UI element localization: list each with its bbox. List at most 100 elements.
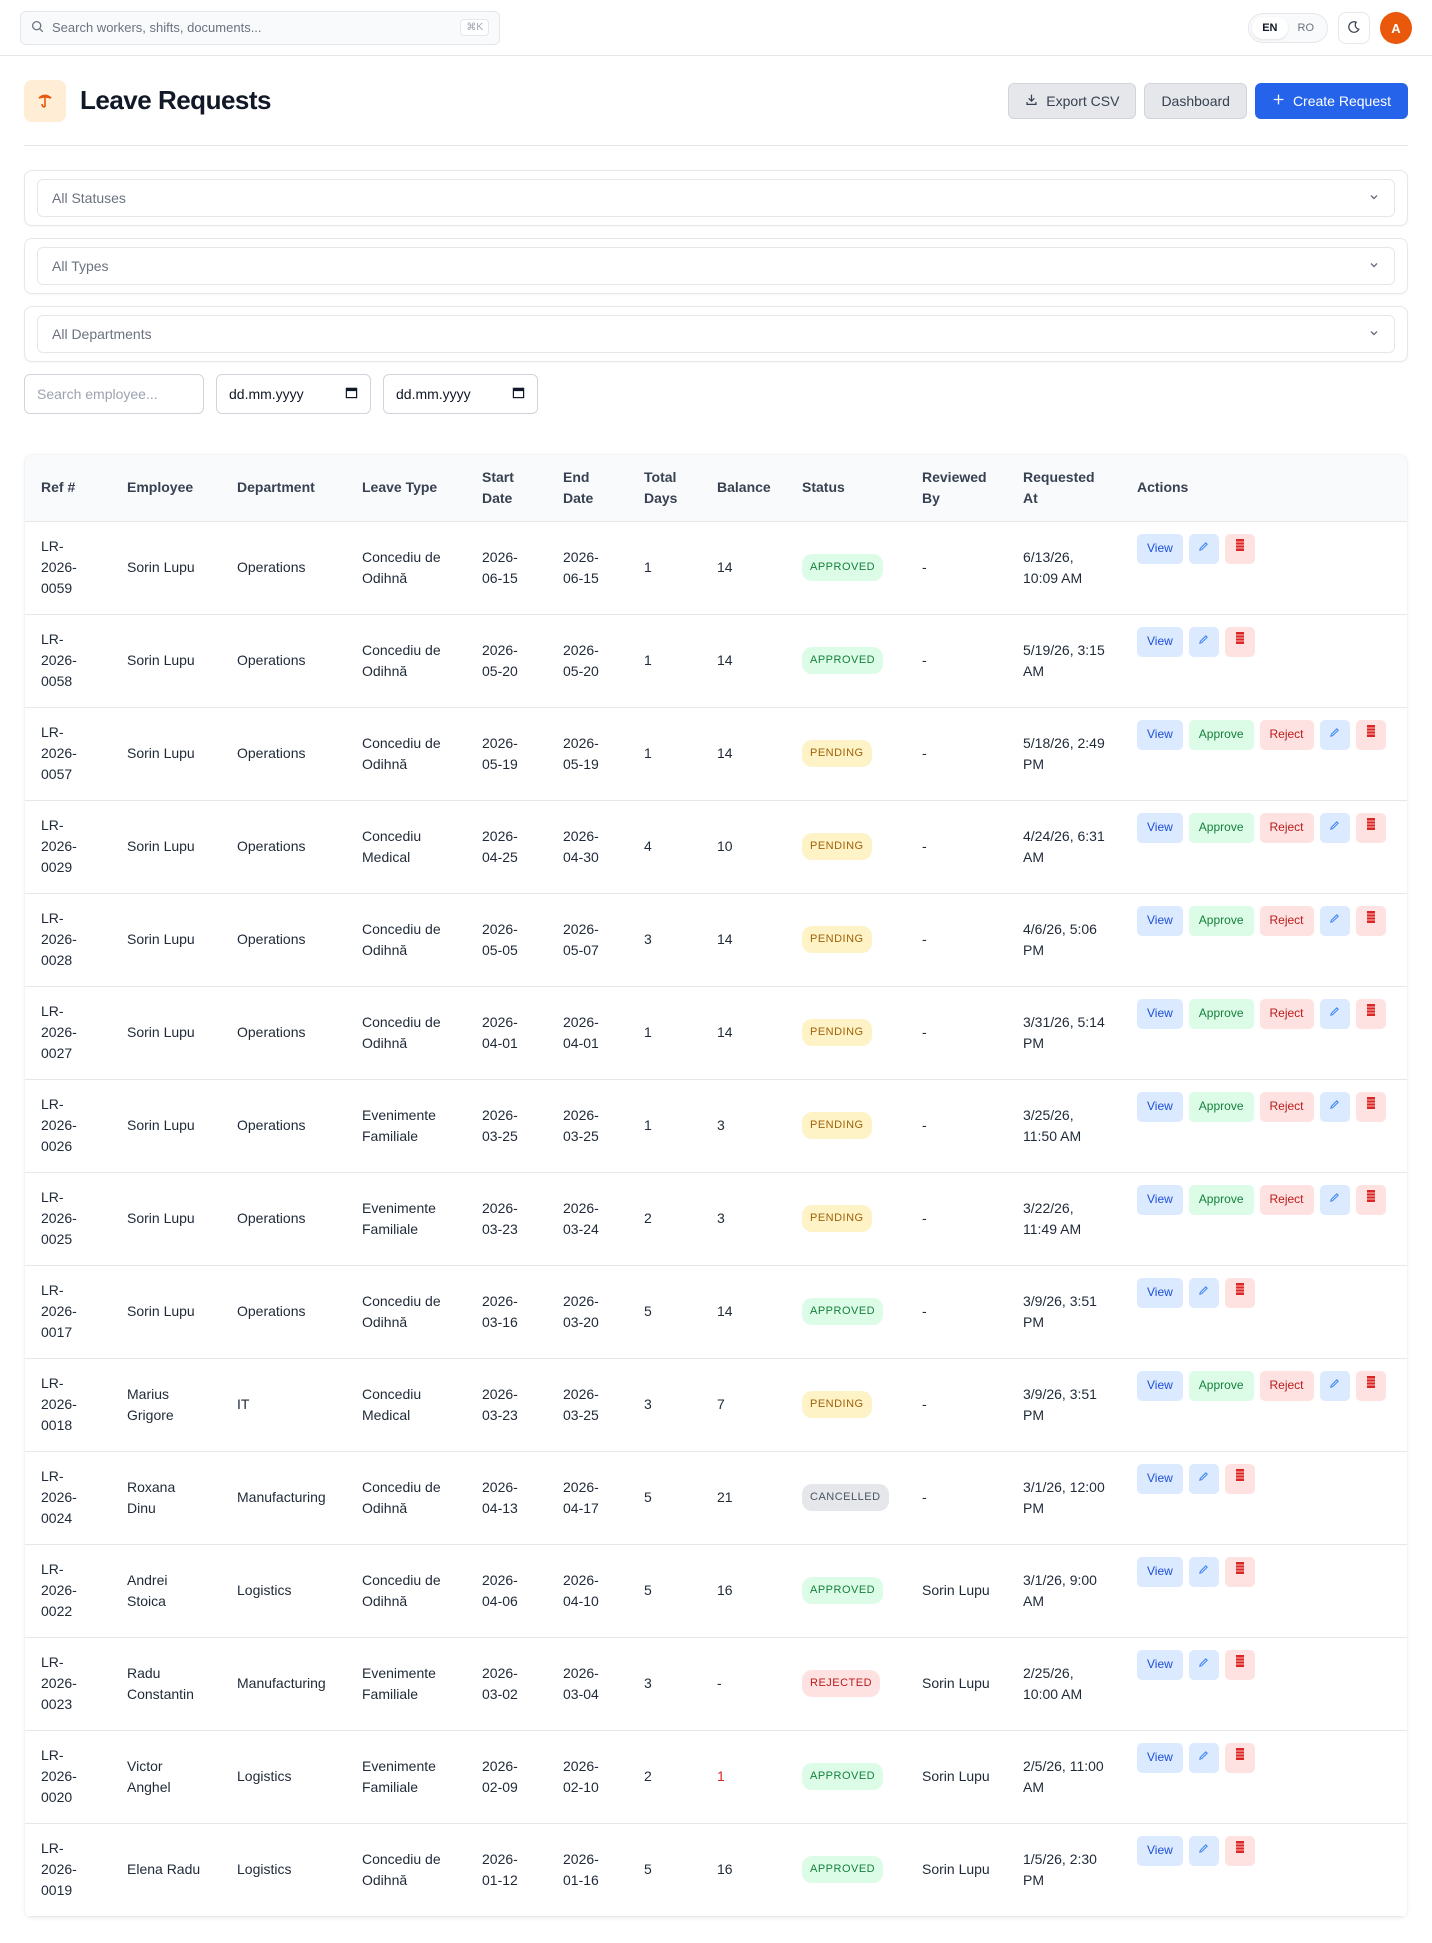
create-request-button[interactable]: Create Request	[1254, 82, 1408, 119]
edit-button[interactable]	[1319, 812, 1350, 843]
table-row[interactable]: LR-2026-0029 Sorin Lupu Operations Concediu…	[25, 800, 1407, 894]
table-row[interactable]: LR-2026-0057 Sorin Lupu Operations Concediu…	[25, 707, 1407, 801]
view-button[interactable]: View	[1137, 1742, 1183, 1773]
theme-toggle-button[interactable]	[1338, 12, 1370, 44]
edit-button[interactable]	[1319, 905, 1350, 936]
table-row[interactable]: LR-2026-0024 Roxana Dinu Manufacturing Conc…	[25, 1451, 1407, 1545]
edit-button[interactable]	[1319, 1091, 1350, 1122]
table-row[interactable]: LR-2026-0019 Elena Radu Logistics Concediu …	[25, 1823, 1407, 1917]
calendar-icon[interactable]	[512, 386, 525, 402]
view-button[interactable]: View	[1137, 719, 1183, 750]
edit-button[interactable]	[1188, 1556, 1219, 1587]
delete-button[interactable]	[1224, 533, 1255, 564]
delete-button[interactable]	[1355, 1184, 1386, 1215]
edit-button[interactable]	[1319, 1370, 1350, 1401]
export-csv-button[interactable]: Export CSV	[1008, 82, 1137, 119]
view-button[interactable]: View	[1137, 1091, 1183, 1122]
reject-button[interactable]: Reject	[1259, 905, 1314, 936]
reject-button[interactable]: Reject	[1259, 719, 1314, 750]
approve-button[interactable]: Approve	[1188, 812, 1254, 843]
table-row[interactable]: LR-2026-0018 Marius Grigore IT Concediu Med…	[25, 1358, 1407, 1452]
edit-button[interactable]	[1188, 626, 1219, 657]
edit-button[interactable]	[1188, 1742, 1219, 1773]
view-button[interactable]: View	[1137, 1556, 1183, 1587]
table-row[interactable]: LR-2026-0025 Sorin Lupu Operations Evenimen…	[25, 1172, 1407, 1266]
view-button[interactable]: View	[1137, 1370, 1183, 1401]
approve-button[interactable]: Approve	[1188, 1184, 1254, 1215]
edit-button[interactable]	[1319, 998, 1350, 1029]
delete-button[interactable]	[1224, 1649, 1255, 1680]
department-filter-card: All Departments	[24, 306, 1408, 362]
delete-button[interactable]	[1355, 719, 1386, 750]
delete-button[interactable]	[1355, 1370, 1386, 1401]
calendar-icon[interactable]	[345, 386, 358, 402]
view-button[interactable]: View	[1137, 1463, 1183, 1494]
edit-button[interactable]	[1319, 1184, 1350, 1215]
view-button[interactable]: View	[1137, 905, 1183, 936]
view-button[interactable]: View	[1137, 1649, 1183, 1680]
view-button[interactable]: View	[1137, 812, 1183, 843]
edit-button[interactable]	[1188, 1649, 1219, 1680]
table-row[interactable]: LR-2026-0022 Andrei Stoica Logistics Conced…	[25, 1544, 1407, 1638]
table-row[interactable]: LR-2026-0028 Sorin Lupu Operations Concediu…	[25, 893, 1407, 987]
reject-button[interactable]: Reject	[1259, 998, 1314, 1029]
status-filter-select[interactable]: All Statuses	[37, 179, 1395, 217]
dashboard-button[interactable]: Dashboard	[1144, 82, 1247, 119]
reject-button[interactable]: Reject	[1259, 1091, 1314, 1122]
reject-button[interactable]: Reject	[1259, 1184, 1314, 1215]
delete-button[interactable]	[1224, 1835, 1255, 1866]
table-row[interactable]: LR-2026-0059 Sorin Lupu Operations Concediu…	[25, 521, 1407, 615]
lang-en-button[interactable]: EN	[1252, 17, 1288, 39]
table-row[interactable]: LR-2026-0058 Sorin Lupu Operations Concediu…	[25, 614, 1407, 708]
lang-ro-button[interactable]: RO	[1297, 22, 1315, 34]
table-row[interactable]: LR-2026-0026 Sorin Lupu Operations Evenimen…	[25, 1079, 1407, 1173]
delete-button[interactable]	[1224, 1277, 1255, 1308]
table-row[interactable]: LR-2026-0017 Sorin Lupu Operations Concediu…	[25, 1265, 1407, 1359]
department-filter-select[interactable]: All Departments	[37, 315, 1395, 353]
delete-button[interactable]	[1355, 812, 1386, 843]
view-button[interactable]: View	[1137, 626, 1183, 657]
edit-button[interactable]	[1188, 1277, 1219, 1308]
delete-button[interactable]	[1224, 626, 1255, 657]
table-row[interactable]: LR-2026-0020 Victor Anghel Logistics Evenim…	[25, 1730, 1407, 1824]
table-row[interactable]: LR-2026-0023 Radu Constantin Manufacturing…	[25, 1637, 1407, 1731]
edit-button[interactable]	[1188, 533, 1219, 564]
cell-reviewed: -	[906, 1451, 1007, 1545]
date-to-input[interactable]: dd.mm.yyyy	[383, 374, 538, 414]
approve-button[interactable]: Approve	[1188, 1370, 1254, 1401]
global-search-input[interactable]: Search workers, shifts, documents... ⌘K	[20, 10, 500, 45]
date-from-input[interactable]: dd.mm.yyyy	[216, 374, 371, 414]
table-row[interactable]: LR-2026-0027 Sorin Lupu Operations Concediu…	[25, 986, 1407, 1080]
edit-button[interactable]	[1188, 1463, 1219, 1494]
user-avatar[interactable]: A	[1380, 12, 1412, 44]
delete-button[interactable]	[1224, 1556, 1255, 1587]
cell-days: 5	[628, 1265, 701, 1359]
edit-button[interactable]	[1188, 1835, 1219, 1866]
approve-button[interactable]: Approve	[1188, 1091, 1254, 1122]
pencil-icon	[1198, 1561, 1209, 1582]
approve-button[interactable]: Approve	[1188, 905, 1254, 936]
view-button[interactable]: View	[1137, 1184, 1183, 1215]
view-button[interactable]: View	[1137, 533, 1183, 564]
cell-employee: Marius Grigore	[111, 1358, 221, 1452]
approve-button[interactable]: Approve	[1188, 998, 1254, 1029]
view-button[interactable]: View	[1137, 1835, 1183, 1866]
delete-button[interactable]	[1355, 998, 1386, 1029]
cell-status: CANCELLED	[786, 1451, 906, 1545]
cell-ref: LR-2026-0023	[25, 1637, 111, 1731]
edit-button[interactable]	[1319, 719, 1350, 750]
status-badge: PENDING	[802, 833, 872, 860]
type-filter-select[interactable]: All Types	[37, 247, 1395, 285]
delete-button[interactable]	[1355, 1091, 1386, 1122]
approve-button[interactable]: Approve	[1188, 719, 1254, 750]
delete-button[interactable]	[1224, 1463, 1255, 1494]
cell-days: 2	[628, 1730, 701, 1824]
view-button[interactable]: View	[1137, 998, 1183, 1029]
view-button[interactable]: View	[1137, 1277, 1183, 1308]
reject-button[interactable]: Reject	[1259, 812, 1314, 843]
reject-button[interactable]: Reject	[1259, 1370, 1314, 1401]
delete-button[interactable]	[1355, 905, 1386, 936]
employee-search-input[interactable]: Search employee...	[24, 374, 204, 414]
pencil-icon	[1198, 1468, 1209, 1489]
delete-button[interactable]	[1224, 1742, 1255, 1773]
